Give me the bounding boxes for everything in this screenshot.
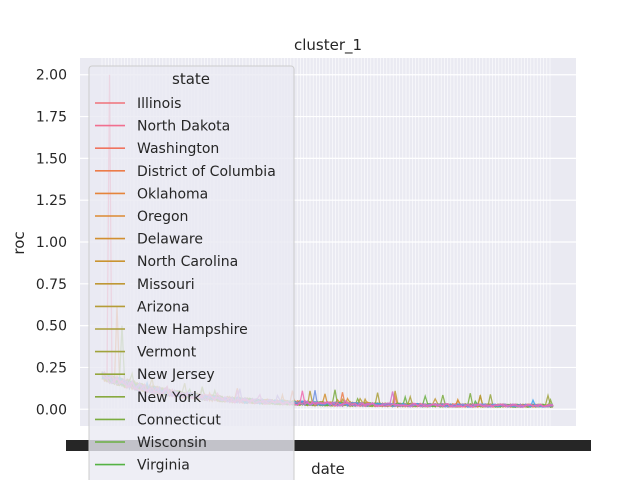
y-tick-label: 0.75	[36, 277, 67, 293]
legend-entry-label: Missouri	[137, 277, 195, 293]
y-tick-label: 1.00	[36, 235, 67, 251]
legend-entry-label: Connecticut	[137, 412, 221, 428]
y-tick-labels: 0.00 0.25 0.50 0.75 1.00 1.25 1.50 1.75 2.00	[36, 68, 67, 419]
legend-entry-label: Arizona	[137, 299, 190, 315]
x-tick-label	[444, 440, 451, 451]
x-tick-label	[297, 440, 304, 451]
x-tick-label	[451, 440, 458, 451]
x-tick-label	[577, 440, 584, 451]
x-tick-label	[304, 440, 311, 451]
legend-entry-label: Vermont	[137, 345, 197, 361]
legend-entry-label: Washington	[137, 141, 219, 157]
legend-entry-label: Oregon	[137, 209, 188, 225]
legend-entry-label: District of Columbia	[137, 164, 276, 180]
y-tick-label: 0.00	[36, 402, 67, 418]
x-tick-label	[339, 440, 346, 451]
legend-entry-label: Oklahoma	[137, 186, 208, 202]
x-tick-label	[465, 440, 472, 451]
chart-title: cluster_1	[294, 36, 362, 55]
x-tick-label	[73, 440, 80, 451]
x-tick-label	[388, 440, 395, 451]
legend-entry-label: New York	[137, 390, 202, 406]
legend-entry-label: North Carolina	[137, 254, 238, 270]
legend: state Illinois North Dakota Washington Dist…	[88, 65, 295, 480]
x-tick-label	[528, 440, 535, 451]
x-tick-label	[353, 440, 360, 451]
y-tick-label: 2.00	[36, 68, 67, 84]
x-tick-label	[80, 440, 87, 451]
x-tick-label	[395, 440, 402, 451]
x-tick-label	[311, 440, 318, 451]
x-tick-label	[479, 440, 486, 451]
x-tick-label	[493, 440, 500, 451]
x-tick-label	[500, 440, 507, 451]
x-tick-label	[570, 440, 577, 451]
legend-entry-label: North Dakota	[137, 119, 230, 135]
x-tick-label	[514, 440, 521, 451]
x-tick-label	[507, 440, 514, 451]
x-tick-label	[472, 440, 479, 451]
x-tick-label	[367, 440, 374, 451]
legend-box	[88, 65, 295, 480]
y-tick-label: 0.25	[36, 360, 67, 376]
y-axis-label: roc	[10, 231, 28, 254]
y-tick-label: 1.50	[36, 151, 67, 167]
legend-entry-label: Delaware	[137, 232, 203, 248]
legend-entry-label: New Jersey	[137, 367, 215, 383]
x-tick-label	[360, 440, 367, 451]
x-tick-label	[381, 440, 388, 451]
legend-entry-label: New Hampshire	[137, 322, 248, 338]
x-tick-label	[542, 440, 549, 451]
x-axis-label: date	[311, 460, 345, 478]
legend-entry-label: Wisconsin	[137, 435, 207, 451]
x-tick-label	[409, 440, 416, 451]
x-tick-label	[430, 440, 437, 451]
x-tick-label	[423, 440, 430, 451]
y-tick-label: 0.50	[36, 319, 67, 335]
x-tick-label	[402, 440, 409, 451]
x-tick-label	[521, 440, 528, 451]
x-tick-label	[346, 440, 353, 451]
legend-title: state	[172, 70, 210, 88]
x-tick-label	[437, 440, 444, 451]
x-tick-label	[325, 440, 332, 451]
x-tick-label	[486, 440, 493, 451]
x-tick-label	[535, 440, 542, 451]
x-tick-label	[374, 440, 381, 451]
x-tick-label	[458, 440, 465, 451]
x-tick-label	[584, 440, 591, 451]
legend-entry-label: Illinois	[137, 96, 181, 112]
x-tick-label	[416, 440, 423, 451]
y-tick-label: 1.25	[36, 193, 67, 209]
x-tick-label	[332, 440, 339, 451]
x-tick-label	[549, 440, 556, 451]
x-tick-label	[556, 440, 563, 451]
legend-entry-label: Virginia	[137, 458, 190, 474]
x-tick-label	[563, 440, 570, 451]
x-tick-label	[66, 440, 73, 451]
x-tick-label	[318, 440, 325, 451]
y-tick-label: 1.75	[36, 110, 67, 126]
